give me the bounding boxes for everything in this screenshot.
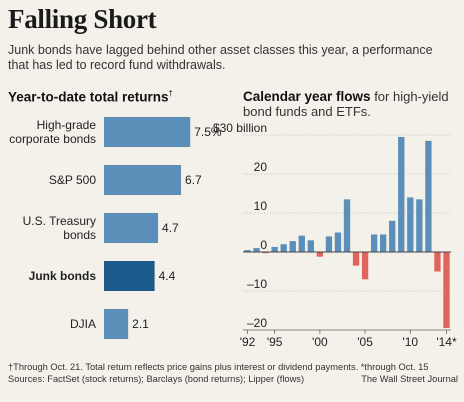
flow-bar-2014 (443, 252, 450, 329)
flow-bar-2005 (361, 252, 369, 280)
flow-bar-1993 (253, 248, 260, 252)
flow-bar-1992 (244, 250, 251, 252)
return-category-label-3: Junk bonds (29, 269, 97, 283)
flow-bar-2003 (343, 199, 351, 252)
left-chart-title-mark: † (168, 89, 173, 98)
right-chart-subtitle: for high-yield bond funds and ETFs. (243, 89, 449, 119)
return-value-label-1: 6.7 (185, 173, 202, 187)
return-category-label-1: S&P 500 (49, 173, 96, 187)
flow-bar-2008 (389, 220, 396, 252)
flow-bar-1994 (262, 252, 269, 254)
flow-bar-2000 (316, 252, 324, 257)
return-bar-0 (104, 117, 191, 147)
flow-bar-2007 (380, 234, 387, 252)
flow-xtick-label-0: '92 (240, 335, 256, 349)
left-chart-title-text: Year-to-date total returns (8, 89, 169, 105)
flow-xtick-label-2: '00 (312, 335, 328, 349)
flow-ytick-label-3: 10 (254, 199, 268, 213)
left-chart-title: Year-to-date total returns† (8, 89, 173, 105)
flow-bar-1996 (280, 244, 287, 252)
page-subtitle: Junk bonds have lagged behind other asse… (8, 43, 433, 72)
flow-bar-1995 (271, 246, 278, 252)
footnote: †Through Oct. 21. Total return reflects … (8, 362, 429, 372)
return-bar-3 (104, 261, 155, 291)
return-value-label-0: 7.5% (194, 125, 222, 139)
footer: †Through Oct. 21. Total return reflects … (8, 361, 458, 385)
flow-ytick-label-0: –20 (247, 316, 267, 330)
return-value-label-2: 4.7 (162, 221, 179, 235)
flow-bar-2010 (407, 197, 414, 252)
return-bar-2 (104, 213, 159, 243)
right-chart-title-text: Calendar year flows (243, 89, 371, 104)
flow-bar-1999 (307, 240, 314, 252)
flow-bar-2002 (334, 232, 342, 252)
return-category-label-0: High-grade corporate bonds (9, 118, 96, 146)
credit-text: The Wall Street Journal (361, 374, 458, 384)
flow-bar-2004 (352, 252, 360, 266)
return-bar-4 (104, 309, 129, 339)
flow-xtick-label-4: '10 (402, 335, 418, 349)
flow-bar-2001 (325, 236, 333, 252)
return-category-label-4: DJIA (70, 317, 96, 331)
flow-bar-1997 (289, 241, 296, 252)
return-value-label-3: 4.4 (159, 269, 176, 283)
returns-bar-chart: High-grade corporate bonds 7.5% S&P 500 6.7 U… (9, 117, 222, 339)
flow-bar-1998 (298, 235, 305, 252)
flow-ytick-label-5: $30 billion (213, 121, 267, 135)
flow-ytick-label-2: 0 (260, 238, 267, 252)
return-value-label-4: 2.1 (132, 317, 149, 331)
page-title: Falling Short (8, 4, 157, 34)
flow-bar-2013 (434, 252, 441, 272)
flow-ytick-label-4: 20 (254, 160, 268, 174)
right-chart-title: Calendar year flows for high-yield bond … (243, 89, 458, 119)
flow-bar-2011 (416, 199, 423, 252)
return-category-label-2: U.S. Treasury bonds (23, 214, 96, 242)
flow-xtick-label-3: '05 (357, 335, 373, 349)
flow-bar-2009 (398, 136, 405, 252)
flows-bar-chart: –20 –10 0 10 20 $30 billion '92 '95 '00 '05 '10 '14… (213, 121, 457, 349)
sources-text: Sources: FactSet (stock returns); Barcla… (8, 374, 305, 384)
flow-xtick-label-1: '95 (267, 335, 283, 349)
return-bar-1 (104, 165, 182, 195)
flow-bar-2012 (425, 140, 432, 252)
flow-xtick-label-5: '14* (436, 335, 457, 349)
flow-bar-2006 (370, 234, 378, 252)
flow-ytick-label-1: –10 (247, 277, 267, 291)
